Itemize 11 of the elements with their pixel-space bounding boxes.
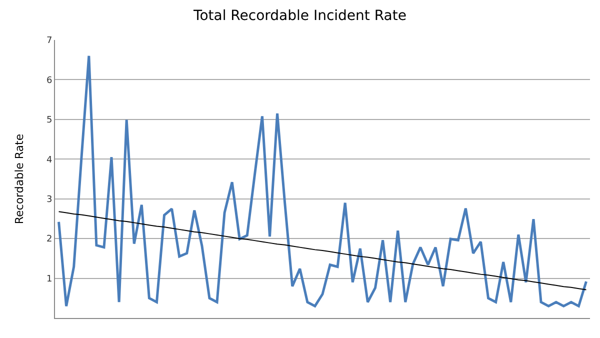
chart-title: Total Recordable Incident Rate <box>192 8 406 24</box>
y-tick-label: 2 <box>46 234 52 245</box>
y-tick-label: 3 <box>46 195 52 206</box>
y-tick-label: 6 <box>46 76 52 86</box>
y-tick-label: 1 <box>46 274 52 284</box>
y-axis-title: Recordable Rate <box>13 134 26 224</box>
y-tick-label: 4 <box>46 155 52 166</box>
line-series <box>58 54 588 308</box>
y-tick-label: 5 <box>46 116 52 126</box>
line-series <box>58 211 587 290</box>
y-tick-label: 7 <box>46 36 52 46</box>
